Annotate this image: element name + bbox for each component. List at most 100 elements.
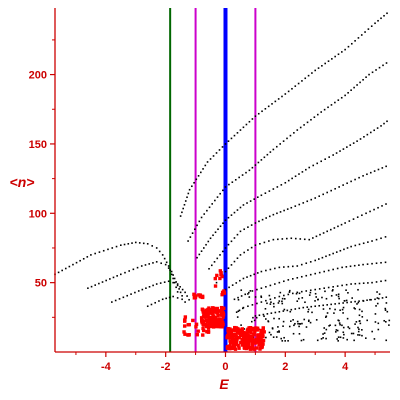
curve-8-point — [315, 235, 318, 238]
scatter-point — [375, 305, 377, 307]
scatter-point — [300, 339, 303, 342]
scatter-point — [296, 320, 299, 323]
scatter-point — [371, 330, 373, 333]
scatter-point — [278, 330, 280, 332]
scatter-point — [329, 307, 331, 310]
scatter-point — [334, 324, 337, 327]
curve-10-point — [296, 276, 299, 279]
curve-11-point — [367, 282, 369, 284]
curve-12-point — [310, 305, 313, 308]
curve-11-point — [309, 289, 312, 292]
vertical-lines-layer — [169, 8, 257, 352]
axes-layer — [54, 8, 390, 353]
scatter-point — [358, 308, 361, 311]
scatter-point — [301, 322, 303, 325]
red-cluster-1-point — [217, 317, 222, 321]
red-cluster-1-point — [220, 309, 224, 313]
red-cluster-3-point — [240, 337, 244, 342]
scatter-point — [388, 324, 390, 326]
scatter-point — [337, 295, 340, 298]
scatter-point — [357, 330, 360, 333]
curve-1-point — [175, 281, 177, 283]
curve-1-point — [148, 263, 151, 265]
curve-9-point — [314, 259, 317, 262]
curve-2-point — [152, 284, 154, 287]
curve-4-point — [248, 120, 251, 123]
red-cluster-3-point — [250, 342, 254, 346]
red-cluster-3-point — [236, 343, 240, 348]
scatter-point — [348, 327, 351, 330]
curve-3-point — [165, 297, 167, 300]
curve-8-point — [337, 225, 339, 228]
curve-11-point — [318, 288, 321, 290]
scatter-point — [270, 333, 272, 336]
red-cluster-1-point — [204, 318, 208, 323]
curve-0-point — [86, 256, 89, 258]
curve-7-point — [330, 189, 332, 192]
red-cluster-4-point — [186, 323, 190, 327]
scatter-point — [369, 298, 371, 301]
scatter-point — [303, 318, 306, 321]
scatter-point — [366, 319, 368, 322]
curve-9-point — [296, 265, 299, 267]
scatter-point — [265, 336, 267, 339]
curve-8-point — [348, 220, 351, 222]
curve-8-point — [247, 249, 249, 251]
curve-0-point — [161, 254, 164, 256]
curve-4-point — [350, 42, 353, 45]
curve-7-point — [350, 180, 352, 183]
scatter-point — [320, 338, 323, 340]
curve-7-point — [227, 243, 230, 246]
curve-12-point — [326, 304, 328, 306]
curve-8-point — [381, 205, 383, 207]
curve-5-point — [313, 116, 316, 118]
red-cluster-3-point — [232, 333, 236, 337]
curve-0-point — [165, 261, 168, 264]
scatter-point — [314, 292, 317, 295]
scatter-point — [283, 308, 286, 311]
curve-6-point — [316, 162, 319, 165]
curve-9-point — [291, 265, 294, 268]
curve-4-point — [324, 62, 326, 65]
curve-11-point — [327, 286, 330, 289]
scatter-point — [322, 308, 325, 310]
curve-11-point — [296, 291, 299, 294]
curve-1-point — [98, 282, 100, 285]
scatter-point — [297, 322, 299, 325]
scatter-point — [277, 326, 279, 328]
curve-4-point — [179, 215, 182, 217]
scatter-point — [265, 318, 267, 320]
curve-10-point — [278, 281, 281, 284]
scatter-point — [357, 301, 360, 304]
curve-5-point — [293, 132, 295, 134]
red-cluster-3-point — [255, 340, 259, 344]
curve-7-point — [239, 230, 242, 233]
scatter-point — [282, 325, 284, 327]
curve-9-point — [321, 256, 324, 259]
curve-7-point — [314, 197, 317, 199]
red-cluster-3-point — [259, 335, 263, 340]
curve-0-point — [79, 259, 81, 262]
curve-12-point — [374, 298, 376, 301]
curve-4-point — [297, 82, 300, 85]
curve-4-point — [257, 112, 260, 115]
curve-4-point — [331, 58, 333, 60]
curve-2-point — [172, 281, 174, 284]
curve-4-point — [221, 146, 224, 148]
red-cluster-3-point — [247, 337, 252, 341]
scatter-point — [302, 338, 305, 341]
curve-5-point — [219, 192, 221, 195]
curve-5-point — [296, 129, 299, 131]
scatter-point — [260, 295, 262, 298]
curve-4-point — [307, 74, 310, 77]
scatter-point — [358, 334, 361, 336]
curve-2-point — [188, 298, 190, 301]
red-cluster-4-point — [194, 325, 198, 329]
red-cluster-1-point — [215, 310, 219, 314]
curve-7-point — [265, 217, 267, 219]
curve-9-point — [343, 248, 345, 251]
curve-5-point — [353, 86, 355, 89]
curve-12-point — [290, 308, 293, 311]
scatter-point — [305, 326, 308, 328]
curve-5-point — [382, 64, 384, 67]
